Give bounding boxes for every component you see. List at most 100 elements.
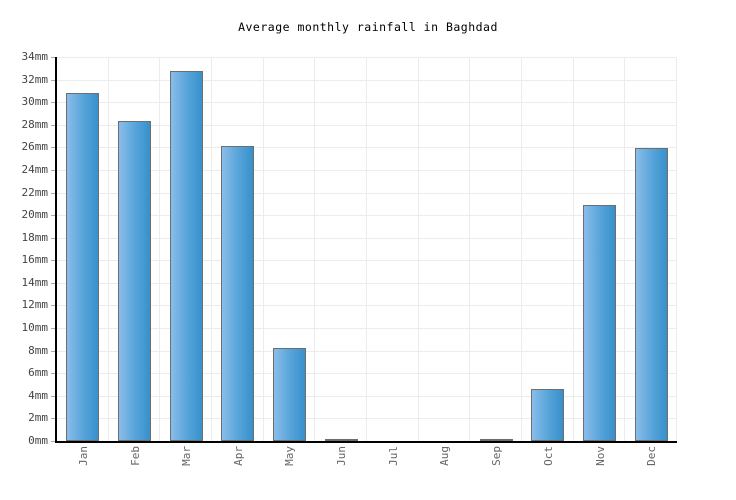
bar <box>480 439 513 441</box>
y-axis-tick <box>51 396 55 397</box>
x-axis-month-label: Nov <box>591 446 609 486</box>
y-axis-tick <box>51 351 55 352</box>
y-axis-tick <box>51 328 55 329</box>
chart-title: Average monthly rainfall in Baghdad <box>238 20 498 34</box>
vertical-gridline <box>314 57 315 441</box>
y-axis-tick <box>51 125 55 126</box>
vertical-gridline <box>573 57 574 441</box>
x-axis-month-label: Aug <box>435 446 453 486</box>
y-axis-tick <box>51 57 55 58</box>
x-axis-month-label-text: Sep <box>489 446 503 466</box>
bar <box>273 348 306 441</box>
horizontal-gridline <box>57 215 677 216</box>
horizontal-gridline <box>57 238 677 239</box>
x-axis-month-label-text: Mar <box>179 446 193 466</box>
horizontal-gridline <box>57 260 677 261</box>
x-axis-month-label-text: Jun <box>334 446 348 466</box>
bar <box>583 205 616 441</box>
x-axis-month-label: Oct <box>539 446 557 486</box>
horizontal-gridline <box>57 418 677 419</box>
vertical-gridline <box>624 57 625 441</box>
y-axis-tick-label: 6mm <box>28 366 48 379</box>
vertical-gridline <box>159 57 160 441</box>
x-axis-month-label: Mar <box>177 446 195 486</box>
y-axis-tick-label: 24mm <box>21 163 49 176</box>
x-axis-month-label-text: Jan <box>76 446 90 466</box>
y-axis-tick-label: 14mm <box>21 276 49 289</box>
x-axis-month-label-text: Feb <box>128 446 142 466</box>
horizontal-gridline <box>57 328 677 329</box>
y-axis-tick-label: 16mm <box>21 253 49 266</box>
y-axis-tick <box>51 238 55 239</box>
y-axis-tick-label: 22mm <box>21 186 49 199</box>
horizontal-gridline <box>57 147 677 148</box>
y-axis-tick-label: 34mm <box>21 50 49 63</box>
bar <box>531 389 564 441</box>
y-axis-tick <box>51 170 55 171</box>
vertical-gridline <box>418 57 419 441</box>
y-axis-tick <box>51 193 55 194</box>
y-axis-tick-label: 26mm <box>21 140 49 153</box>
bar <box>170 71 203 441</box>
x-axis-month-label: May <box>280 446 298 486</box>
y-axis-tick <box>51 441 55 442</box>
x-axis-month-label-text: Dec <box>644 446 658 466</box>
x-axis-month-label-text: Oct <box>541 446 555 466</box>
y-axis-tick-label: 4mm <box>28 389 48 402</box>
plot-area <box>55 57 677 443</box>
y-axis-tick <box>51 147 55 148</box>
bar <box>118 121 151 441</box>
y-axis-tick-label: 0mm <box>28 434 48 447</box>
vertical-gridline <box>263 57 264 441</box>
y-axis-tick <box>51 283 55 284</box>
vertical-gridline <box>521 57 522 441</box>
vertical-gridline <box>676 57 677 441</box>
x-axis-month-label: Jul <box>384 446 402 486</box>
horizontal-gridline <box>57 193 677 194</box>
y-axis-tick-label: 28mm <box>21 118 49 131</box>
y-axis-tick-label: 30mm <box>21 95 49 108</box>
y-axis-tick-label: 12mm <box>21 298 49 311</box>
y-axis-tick <box>51 102 55 103</box>
y-axis-tick <box>51 373 55 374</box>
horizontal-gridline <box>57 305 677 306</box>
horizontal-gridline <box>57 80 677 81</box>
y-axis-tick-label: 32mm <box>21 73 49 86</box>
y-axis-tick <box>51 80 55 81</box>
bar <box>325 439 358 441</box>
y-axis-tick-label: 8mm <box>28 344 48 357</box>
x-axis-month-label: Jan <box>74 446 92 486</box>
vertical-gridline <box>211 57 212 441</box>
x-axis-month-label-text: Jul <box>386 446 400 466</box>
x-axis-month-label: Feb <box>126 446 144 486</box>
horizontal-gridline <box>57 170 677 171</box>
x-axis-month-label: Sep <box>487 446 505 486</box>
vertical-gridline <box>366 57 367 441</box>
horizontal-gridline <box>57 396 677 397</box>
horizontal-gridline <box>57 351 677 352</box>
y-axis-tick <box>51 215 55 216</box>
x-axis-month-label-text: Aug <box>437 446 451 466</box>
y-axis-tick <box>51 418 55 419</box>
x-axis-month-label-text: May <box>282 446 296 466</box>
x-axis-month-label-text: Nov <box>593 446 607 466</box>
y-axis-tick <box>51 260 55 261</box>
x-axis-month-label: Jun <box>332 446 350 486</box>
x-axis-month-label: Apr <box>229 446 247 486</box>
horizontal-gridline <box>57 283 677 284</box>
y-axis-tick-label: 2mm <box>28 411 48 424</box>
y-axis-tick-label: 20mm <box>21 208 49 221</box>
horizontal-gridline <box>57 373 677 374</box>
y-axis-tick-label: 18mm <box>21 231 49 244</box>
y-axis-tick-label: 10mm <box>21 321 49 334</box>
horizontal-gridline <box>57 57 677 58</box>
x-axis-month-label: Dec <box>642 446 660 486</box>
bar <box>66 93 99 441</box>
vertical-gridline <box>469 57 470 441</box>
horizontal-gridline <box>57 102 677 103</box>
vertical-gridline <box>108 57 109 441</box>
bar <box>635 148 668 441</box>
bar <box>221 146 254 441</box>
x-axis-month-label-text: Apr <box>231 446 245 466</box>
